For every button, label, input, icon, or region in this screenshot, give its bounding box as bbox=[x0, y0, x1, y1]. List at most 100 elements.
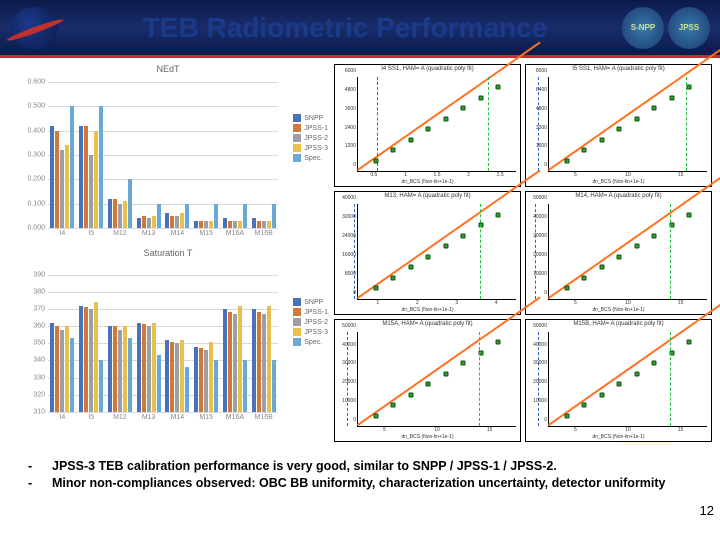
x-tick-label: 0.5 bbox=[370, 171, 377, 178]
scatter-point bbox=[391, 148, 396, 153]
bar bbox=[243, 360, 247, 412]
vertical-ref-line bbox=[377, 77, 378, 171]
bar-group: M16A bbox=[223, 82, 247, 228]
y-tick-label: 32000 bbox=[342, 214, 358, 220]
x-tick-label: M16A bbox=[226, 412, 244, 421]
bar bbox=[233, 314, 237, 412]
scatter-point bbox=[443, 244, 448, 249]
chart-title: NEdT bbox=[8, 64, 328, 74]
scatter-point bbox=[652, 233, 657, 238]
bar bbox=[194, 347, 198, 412]
scatter-point bbox=[599, 265, 604, 270]
footer-notes: - - JPSS-3 TEB calibration performance i… bbox=[18, 452, 702, 498]
bar bbox=[223, 309, 227, 412]
y-tick-label: 340 bbox=[33, 357, 48, 364]
y-tick-label: 0.300 bbox=[27, 152, 48, 159]
y-tick-label: 24000 bbox=[342, 233, 358, 239]
scatter-point bbox=[443, 116, 448, 121]
bar bbox=[262, 314, 266, 412]
saturation-t-bar-chart: Saturation T 310320330340350360370380390… bbox=[8, 248, 328, 428]
bar bbox=[157, 204, 161, 228]
panel-title: I4 SS1, HAM= A (quadratic poly fit) bbox=[335, 66, 520, 72]
y-tick-label: 4800 bbox=[536, 106, 549, 112]
bar bbox=[209, 221, 213, 228]
bar bbox=[137, 218, 141, 228]
bar bbox=[99, 360, 103, 412]
x-tick-label: 10 bbox=[625, 299, 631, 306]
scatter-point bbox=[634, 116, 639, 121]
y-tick-label: 30000 bbox=[533, 233, 549, 239]
bar bbox=[175, 343, 179, 412]
fit-line bbox=[548, 42, 720, 171]
y-tick-label: 40000 bbox=[533, 214, 549, 220]
bar bbox=[267, 221, 271, 228]
fit-line bbox=[357, 169, 541, 298]
bar bbox=[209, 342, 213, 412]
scatter-panel: I4 SS1, HAM= A (quadratic poly fit) 01200… bbox=[334, 64, 521, 187]
scatter-point bbox=[582, 275, 587, 280]
y-tick-label: 0 bbox=[353, 290, 358, 296]
legend-item: JPSS-1 bbox=[293, 124, 328, 132]
footer-line-2: Minor non-compliances observed: OBC BB u… bbox=[52, 475, 692, 492]
bar bbox=[65, 145, 69, 228]
y-tick-label: 50000 bbox=[533, 195, 549, 201]
y-tick-label: 360 bbox=[33, 323, 48, 330]
legend-label: SNPP bbox=[304, 115, 323, 122]
bar bbox=[147, 326, 151, 412]
bar bbox=[238, 306, 242, 412]
x-tick-label: 2 bbox=[467, 171, 470, 178]
bar bbox=[89, 309, 93, 412]
legend-swatch bbox=[293, 124, 301, 132]
x-tick-label: M14 bbox=[171, 228, 185, 237]
y-tick-label: 0.600 bbox=[27, 79, 48, 86]
scatter-point bbox=[496, 85, 501, 90]
chart-plot-area: 0.0000.1000.2000.3000.4000.5000.600 I4I5… bbox=[48, 82, 278, 228]
bar-group: M12 bbox=[108, 82, 132, 228]
bar bbox=[50, 323, 54, 412]
bar bbox=[233, 221, 237, 228]
x-tick-label: M15 bbox=[199, 228, 213, 237]
bar-group: M13 bbox=[137, 266, 161, 412]
x-tick-label: 5 bbox=[383, 426, 386, 433]
chart-plot-area: 310320330340350360370380390 I4I5M12M13M1… bbox=[48, 266, 278, 412]
bar bbox=[257, 221, 261, 228]
bar bbox=[147, 218, 151, 228]
y-tick-label: 330 bbox=[33, 374, 48, 381]
bar bbox=[185, 204, 189, 228]
fit-line bbox=[548, 297, 720, 426]
y-tick-label: 0 bbox=[353, 162, 358, 168]
y-tick-label: 20000 bbox=[342, 379, 358, 385]
y-tick-label: 1600 bbox=[536, 143, 549, 149]
legend-item: JPSS-2 bbox=[293, 318, 328, 326]
y-tick-label: 370 bbox=[33, 305, 48, 312]
x-tick-label: M16B bbox=[254, 228, 272, 237]
y-tick-label: 3200 bbox=[536, 125, 549, 131]
y-tick-label: 10000 bbox=[533, 398, 549, 404]
scatter-point bbox=[461, 233, 466, 238]
scatter-point bbox=[687, 340, 692, 345]
bar bbox=[79, 126, 83, 228]
panel-plot-area: 0120024003600480060000.511.522.5 bbox=[357, 77, 516, 172]
legend-label: SNPP bbox=[304, 299, 323, 306]
legend-label: Spec. bbox=[304, 339, 322, 346]
scatter-point bbox=[408, 265, 413, 270]
x-tick-label: 5 bbox=[574, 171, 577, 178]
y-tick-label: 0.100 bbox=[27, 200, 48, 207]
bar bbox=[142, 324, 146, 412]
bar bbox=[113, 199, 117, 228]
bar bbox=[84, 126, 88, 228]
x-tick-label: 15 bbox=[678, 299, 684, 306]
scatter-point bbox=[496, 340, 501, 345]
bar bbox=[267, 306, 271, 412]
scatter-point bbox=[461, 106, 466, 111]
legend-label: JPSS-1 bbox=[304, 309, 328, 316]
panel-x-label: dn_BCS (Non-lin+1e-1) bbox=[335, 179, 520, 185]
bar bbox=[170, 342, 174, 412]
scatter-point bbox=[687, 212, 692, 217]
bar bbox=[142, 216, 146, 228]
y-tick-label: 30000 bbox=[342, 360, 358, 366]
legend-label: JPSS-3 bbox=[304, 145, 328, 152]
x-tick-label: 15 bbox=[678, 171, 684, 178]
x-tick-label: 2.5 bbox=[497, 171, 504, 178]
y-tick-label: 40000 bbox=[342, 342, 358, 348]
